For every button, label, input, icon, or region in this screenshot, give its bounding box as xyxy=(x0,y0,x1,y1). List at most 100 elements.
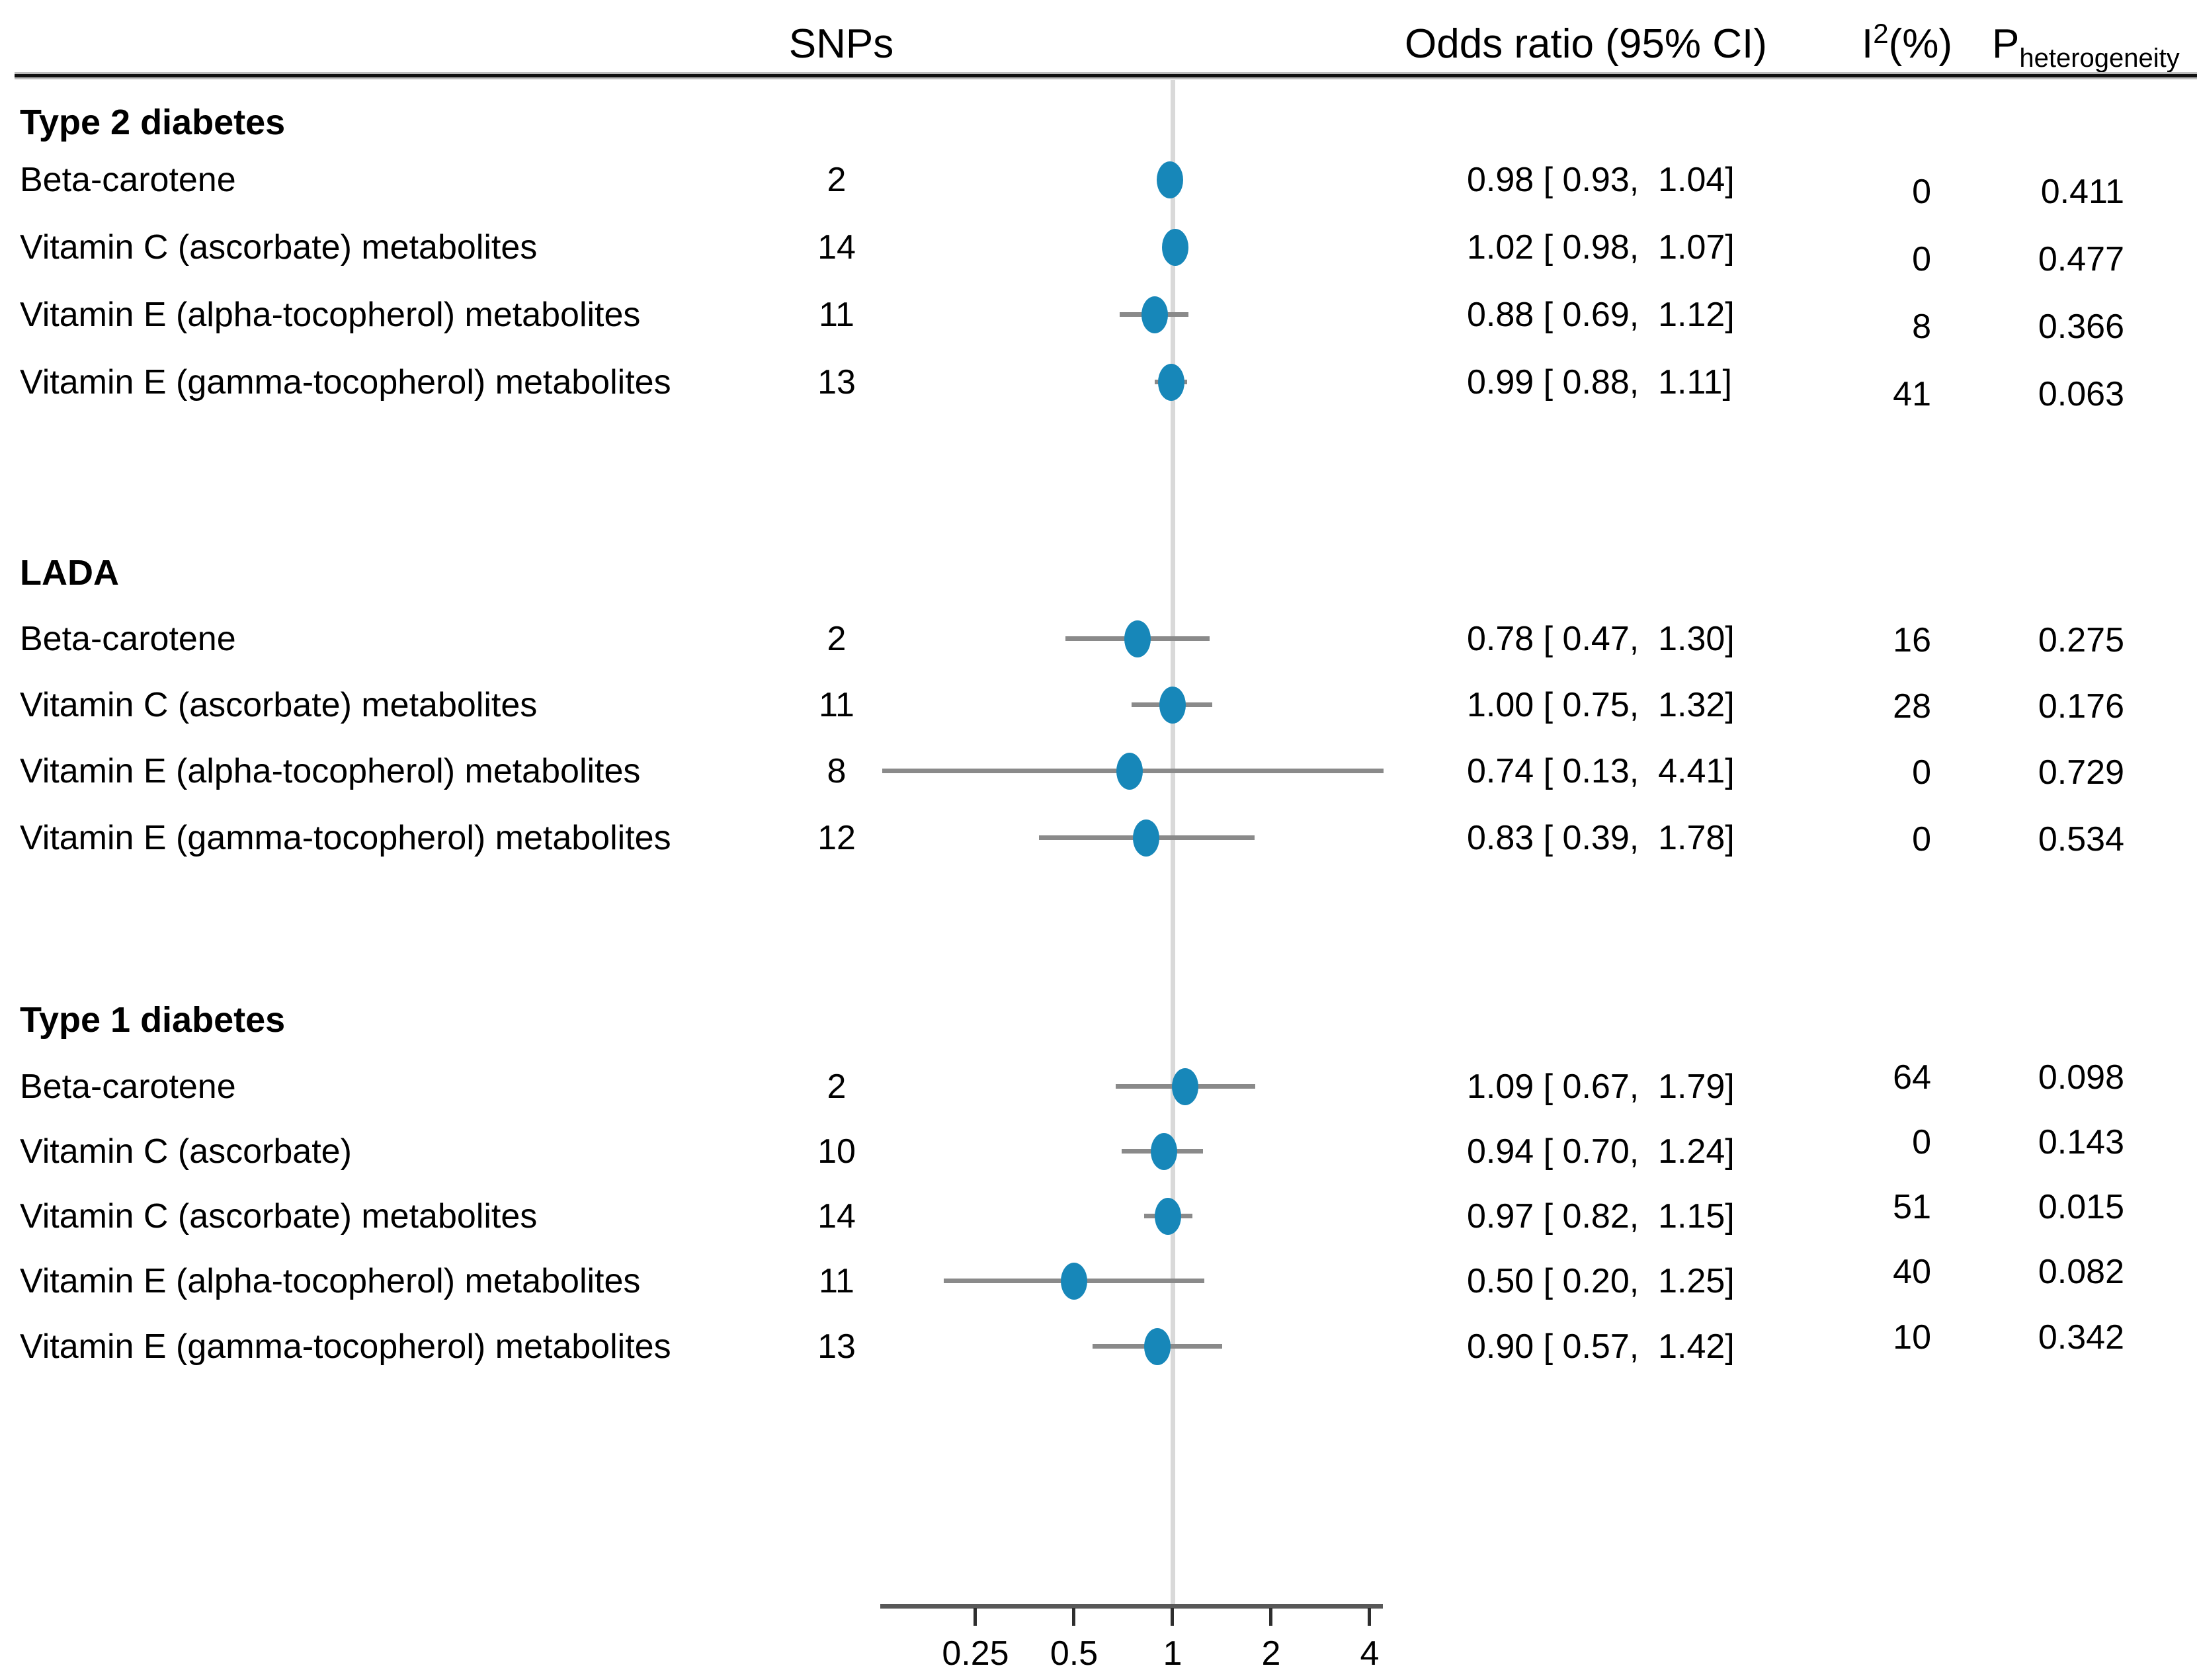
p-het-value: 0.729 xyxy=(2038,753,2124,792)
p-het-value: 0.143 xyxy=(2038,1123,2124,1161)
i2-value: 8 xyxy=(1912,308,1931,346)
or-ci-label: 0.97 [ 0.82, 1.15] xyxy=(1467,1197,1735,1236)
p-het-value: 0.275 xyxy=(2038,621,2124,659)
snp-count: 11 xyxy=(819,1262,854,1300)
header-rule xyxy=(15,74,2197,77)
or-ci-label: 0.78 [ 0.47, 1.30] xyxy=(1467,620,1735,658)
p-het-value: 0.477 xyxy=(2038,240,2124,278)
snp-count: 11 xyxy=(819,686,854,724)
row-label: Vitamin C (ascorbate) metabolites xyxy=(20,686,538,724)
snp-count: 12 xyxy=(817,819,856,857)
or-dot xyxy=(1171,1068,1198,1105)
row-label: Beta-carotene xyxy=(20,620,236,658)
i2-value: 0 xyxy=(1912,173,1931,211)
snp-count: 2 xyxy=(827,161,847,199)
i2-value: 40 xyxy=(1893,1253,1931,1291)
snp-count: 8 xyxy=(827,752,847,790)
or-ci-label: 1.09 [ 0.67, 1.79] xyxy=(1467,1068,1735,1106)
p-het-value: 0.342 xyxy=(2038,1318,2124,1357)
row-label: Vitamin C (ascorbate) metabolites xyxy=(20,1197,538,1236)
section-header: Type 1 diabetes xyxy=(20,1000,286,1040)
snp-count: 2 xyxy=(827,1068,847,1106)
row-label: Vitamin E (gamma-tocopherol) metabolites xyxy=(20,363,671,401)
p-het-value: 0.366 xyxy=(2038,308,2124,346)
row-label: Vitamin C (ascorbate) xyxy=(20,1132,352,1171)
column-header-p-heterogeneity: Pheterogeneity xyxy=(1992,20,2180,73)
row-label: Vitamin C (ascorbate) metabolites xyxy=(20,228,538,267)
snp-count: 14 xyxy=(817,228,856,267)
i2-value: 0 xyxy=(1912,820,1931,859)
p-het-value: 0.063 xyxy=(2038,375,2124,413)
i2-value: 51 xyxy=(1893,1188,1931,1226)
column-header-odds-ratio: Odds ratio (95% CI) xyxy=(1405,21,1767,67)
or-dot xyxy=(1124,620,1151,657)
or-dot xyxy=(1144,1328,1171,1365)
or-dot xyxy=(1157,364,1184,401)
p-het-value: 0.176 xyxy=(2038,687,2124,726)
i2-value: 0 xyxy=(1912,1123,1931,1161)
i2-superscript: 2 xyxy=(1873,18,1889,49)
row-label: Beta-carotene xyxy=(20,1068,236,1106)
or-ci-label: 0.98 [ 0.93, 1.04] xyxy=(1467,161,1735,199)
i2-value: 16 xyxy=(1893,621,1931,659)
column-header-snps: SNPs xyxy=(788,21,894,67)
snp-count: 13 xyxy=(817,1327,856,1366)
p-het-value: 0.534 xyxy=(2038,820,2124,859)
axis-tick xyxy=(1269,1608,1272,1626)
or-dot xyxy=(1150,1133,1177,1170)
p-het-value: 0.098 xyxy=(2038,1058,2124,1097)
or-ci-label: 0.88 [ 0.69, 1.12] xyxy=(1467,296,1735,334)
i2-value: 10 xyxy=(1893,1318,1931,1357)
p-het-value: 0.015 xyxy=(2038,1188,2124,1226)
or-dot xyxy=(1061,1263,1087,1300)
header-rule-bottom-edge xyxy=(15,77,2197,79)
or-ci-label: 0.90 [ 0.57, 1.42] xyxy=(1467,1327,1735,1366)
or-dot xyxy=(1132,819,1159,857)
p-het-value: 0.082 xyxy=(2038,1253,2124,1291)
header-rule-top-edge xyxy=(15,72,2197,74)
or-ci-label: 0.50 [ 0.20, 1.25] xyxy=(1467,1262,1735,1300)
or-dot xyxy=(1156,161,1183,198)
axis-tick xyxy=(1072,1608,1075,1626)
p-het-value: 0.411 xyxy=(2040,173,2124,211)
axis-tick-label: 2 xyxy=(1261,1634,1281,1673)
axis-tick-label: 4 xyxy=(1360,1634,1380,1673)
section-header: LADA xyxy=(20,553,119,593)
or-ci-label: 0.83 [ 0.39, 1.78] xyxy=(1467,819,1735,857)
column-header-i2: I2(%) xyxy=(1862,18,1953,73)
snp-count: 14 xyxy=(817,1197,856,1236)
or-dot xyxy=(1116,753,1143,790)
or-ci-label: 1.00 [ 0.75, 1.32] xyxy=(1467,686,1735,724)
axis-tick xyxy=(1368,1608,1371,1626)
or-ci-label: 1.02 [ 0.98, 1.07] xyxy=(1467,228,1735,267)
section-header: Type 2 diabetes xyxy=(20,103,286,142)
p-letter: P xyxy=(1992,21,2020,67)
snp-count: 2 xyxy=(827,620,847,658)
i2-letter: I xyxy=(1862,21,1874,67)
or-dot xyxy=(1141,296,1168,333)
snp-count: 13 xyxy=(817,363,856,401)
axis-tick-label: 1 xyxy=(1163,1634,1182,1673)
i2-value: 28 xyxy=(1893,687,1931,726)
row-label: Beta-carotene xyxy=(20,161,236,199)
i2-value: 64 xyxy=(1893,1058,1931,1097)
or-ci-label: 0.99 [ 0.88, 1.11] xyxy=(1467,363,1732,401)
axis-tick-label: 0.25 xyxy=(942,1634,1009,1673)
axis-tick xyxy=(974,1608,977,1626)
or-ci-label: 0.94 [ 0.70, 1.24] xyxy=(1467,1132,1735,1171)
i2-value: 41 xyxy=(1893,375,1931,413)
p-subscript: heterogeneity xyxy=(2019,44,2180,73)
row-label: Vitamin E (alpha-tocopherol) metabolites xyxy=(20,296,641,334)
snp-count: 11 xyxy=(819,296,854,334)
i2-value: 0 xyxy=(1912,753,1931,792)
or-dot xyxy=(1155,1198,1182,1235)
row-label: Vitamin E (alpha-tocopherol) metabolites xyxy=(20,752,641,790)
snp-count: 10 xyxy=(817,1132,856,1171)
row-label: Vitamin E (alpha-tocopherol) metabolites xyxy=(20,1262,641,1300)
axis-tick xyxy=(1171,1608,1174,1626)
row-label: Vitamin E (gamma-tocopherol) metabolites xyxy=(20,1327,671,1366)
or-dot xyxy=(1162,229,1189,266)
x-axis-line xyxy=(880,1604,1383,1609)
i2-percent: (%) xyxy=(1888,21,1953,67)
